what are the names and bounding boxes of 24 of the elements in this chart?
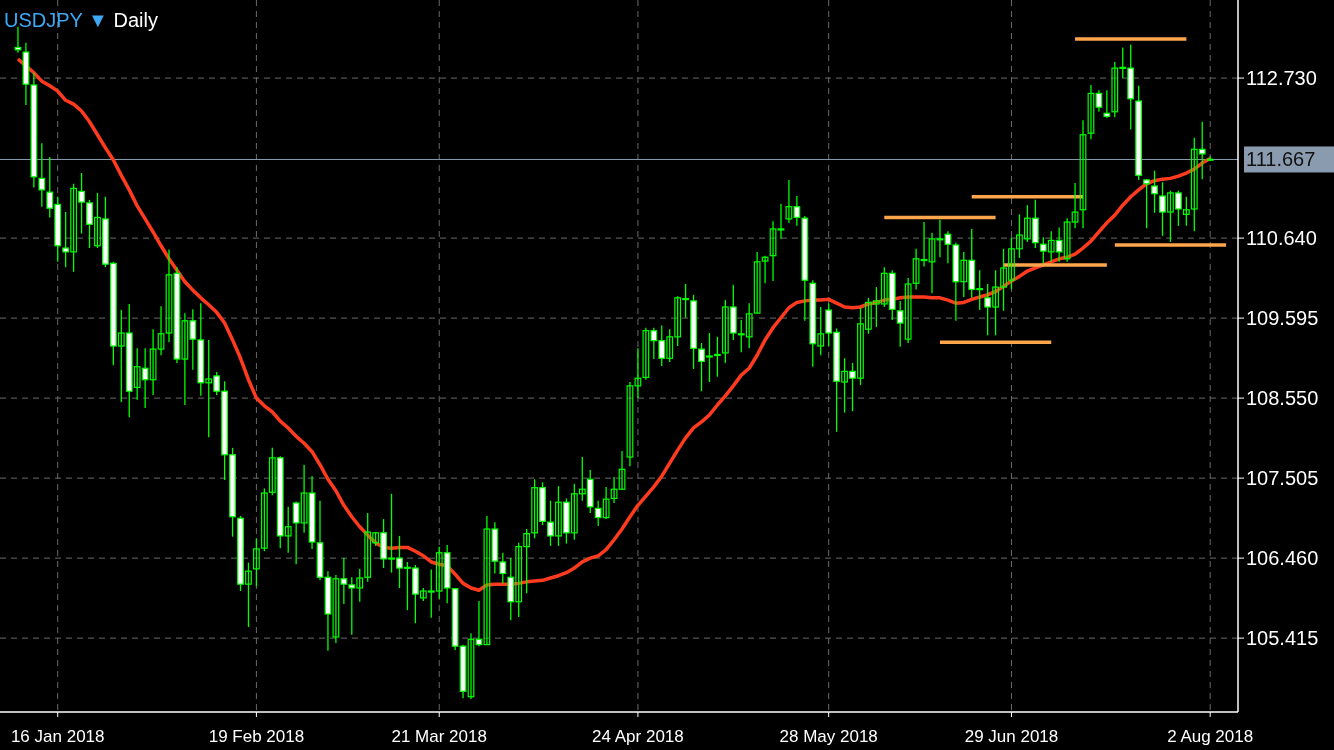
y-tick-label: 106.460 [1246,547,1319,570]
y-tick-label: 108.550 [1246,387,1319,410]
x-tick-label: 19 Feb 2018 [208,727,305,746]
candlestick [1151,170,1158,214]
candlestick [38,142,46,208]
y-tick-label: 110.640 [1246,227,1317,250]
candlestick [1103,89,1111,119]
candlestick [1143,178,1150,229]
text: USDJPY ▼ Daily [4,9,158,31]
x-tick-label: 24 Apr 2018 [592,727,684,746]
x-tick-label: 16 Jan 2018 [10,727,105,746]
y-tick-label: 109.595 [1246,307,1319,330]
candlestick [769,220,777,282]
line-series [16,57,1212,593]
x-tick-label: 29 Jun 2018 [964,727,1059,746]
y-tick-label: 112.730 [1246,67,1317,90]
x-tick-label: 2 Aug 2018 [1167,727,1254,746]
x-tick-label: 28 May 2018 [779,727,878,746]
x-tick-label: 21 Mar 2018 [391,727,487,746]
y-tick-label: 107.505 [1246,467,1319,490]
y-tick-label: 105.415 [1246,627,1319,650]
ref-line-label: 111.667 [1246,148,1316,171]
candlestick [1079,119,1087,229]
candlestick [777,203,785,240]
